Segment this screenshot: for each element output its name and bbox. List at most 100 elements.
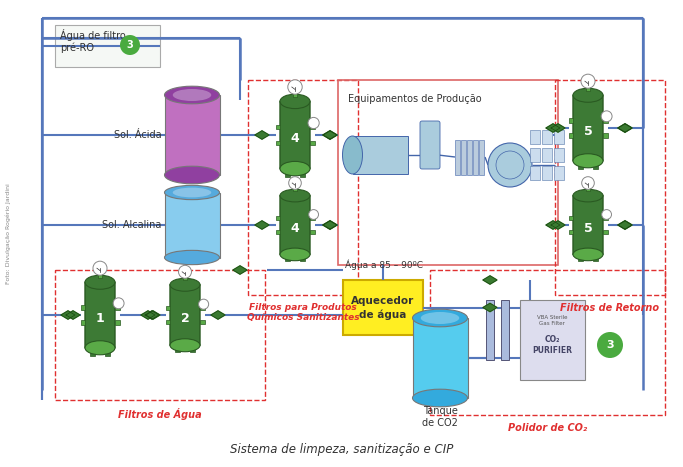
Bar	[310, 216, 314, 220]
Bar	[310, 141, 314, 145]
Circle shape	[602, 210, 611, 219]
Text: Sol. Ácida: Sol. Ácida	[114, 130, 161, 140]
FancyBboxPatch shape	[280, 196, 310, 255]
Bar	[479, 140, 484, 175]
Polygon shape	[483, 276, 497, 284]
Bar	[292, 187, 297, 191]
Ellipse shape	[173, 188, 211, 198]
Ellipse shape	[85, 275, 115, 289]
Text: Filtros de Água: Filtros de Água	[118, 408, 202, 420]
Circle shape	[601, 111, 612, 122]
Bar	[554, 166, 564, 180]
Bar	[413, 318, 467, 398]
Bar	[55, 25, 160, 67]
Ellipse shape	[573, 88, 603, 102]
Bar	[603, 134, 607, 138]
Bar	[568, 134, 573, 138]
Bar	[175, 347, 180, 353]
Ellipse shape	[342, 136, 363, 174]
Ellipse shape	[573, 154, 603, 168]
Circle shape	[178, 265, 191, 278]
Bar	[430, 270, 665, 415]
Bar	[182, 276, 187, 281]
Bar	[165, 95, 219, 175]
Bar	[568, 230, 573, 234]
Polygon shape	[146, 311, 160, 319]
Text: 5: 5	[584, 126, 592, 138]
Polygon shape	[323, 221, 337, 229]
Text: Polidor de CO₂: Polidor de CO₂	[508, 423, 587, 433]
Bar	[455, 140, 460, 175]
Text: VBA Sterile
Gas Filter: VBA Sterile Gas Filter	[537, 315, 568, 326]
Circle shape	[288, 80, 302, 94]
Polygon shape	[483, 303, 497, 311]
Bar	[568, 216, 573, 220]
Bar	[200, 305, 204, 310]
Polygon shape	[546, 124, 560, 132]
Polygon shape	[323, 221, 337, 229]
Bar	[338, 80, 558, 265]
FancyBboxPatch shape	[420, 121, 440, 169]
Bar	[105, 349, 110, 355]
Polygon shape	[255, 131, 269, 139]
FancyBboxPatch shape	[280, 101, 310, 169]
Text: Foto: Divulgação Rogério Jardini: Foto: Divulgação Rogério Jardini	[5, 183, 11, 284]
Ellipse shape	[165, 250, 219, 265]
Text: 3: 3	[607, 340, 614, 350]
Bar	[165, 320, 170, 325]
Circle shape	[582, 177, 594, 189]
Polygon shape	[551, 124, 565, 132]
Ellipse shape	[573, 248, 603, 261]
Text: CO₂
PURIFIER: CO₂ PURIFIER	[532, 335, 572, 355]
Bar	[530, 130, 540, 144]
Bar	[90, 349, 95, 355]
Bar	[473, 140, 478, 175]
Bar	[300, 256, 305, 262]
Bar	[603, 216, 607, 220]
FancyBboxPatch shape	[85, 282, 115, 348]
Bar	[81, 305, 85, 310]
Circle shape	[308, 117, 319, 128]
Bar	[285, 170, 290, 177]
Polygon shape	[618, 221, 632, 229]
Bar	[248, 80, 358, 295]
Circle shape	[120, 35, 140, 55]
Ellipse shape	[573, 189, 603, 202]
Bar	[530, 166, 540, 180]
Bar	[542, 166, 552, 180]
Polygon shape	[61, 311, 75, 319]
Bar	[200, 320, 204, 325]
Circle shape	[597, 332, 623, 358]
Ellipse shape	[170, 278, 200, 291]
Bar	[578, 256, 583, 262]
Bar	[352, 136, 408, 174]
Circle shape	[289, 177, 301, 189]
Ellipse shape	[170, 339, 200, 352]
Text: Sol. Alcalina: Sol. Alcalina	[102, 220, 161, 230]
Text: Aquecedor: Aquecedor	[351, 296, 415, 305]
Text: 1: 1	[96, 312, 104, 325]
Bar	[115, 320, 120, 325]
Text: de água: de água	[359, 309, 406, 320]
Bar	[555, 80, 665, 295]
Bar	[461, 140, 466, 175]
Text: 3: 3	[126, 40, 133, 50]
Ellipse shape	[85, 341, 115, 355]
Bar	[81, 320, 85, 325]
Bar	[300, 170, 305, 177]
Bar	[578, 163, 583, 169]
Ellipse shape	[165, 86, 219, 104]
FancyBboxPatch shape	[573, 95, 603, 161]
Bar	[275, 216, 280, 220]
Text: Sistema de limpeza, sanitização e CIP: Sistema de limpeza, sanitização e CIP	[229, 444, 454, 457]
Ellipse shape	[421, 312, 459, 324]
Text: Tanque
de CO2: Tanque de CO2	[422, 406, 458, 428]
Polygon shape	[66, 311, 80, 319]
Bar	[275, 141, 280, 145]
Bar	[520, 300, 585, 380]
Polygon shape	[323, 131, 337, 139]
Bar	[115, 305, 120, 310]
Text: 2: 2	[180, 312, 189, 325]
Bar	[554, 130, 564, 144]
Bar	[467, 140, 472, 175]
